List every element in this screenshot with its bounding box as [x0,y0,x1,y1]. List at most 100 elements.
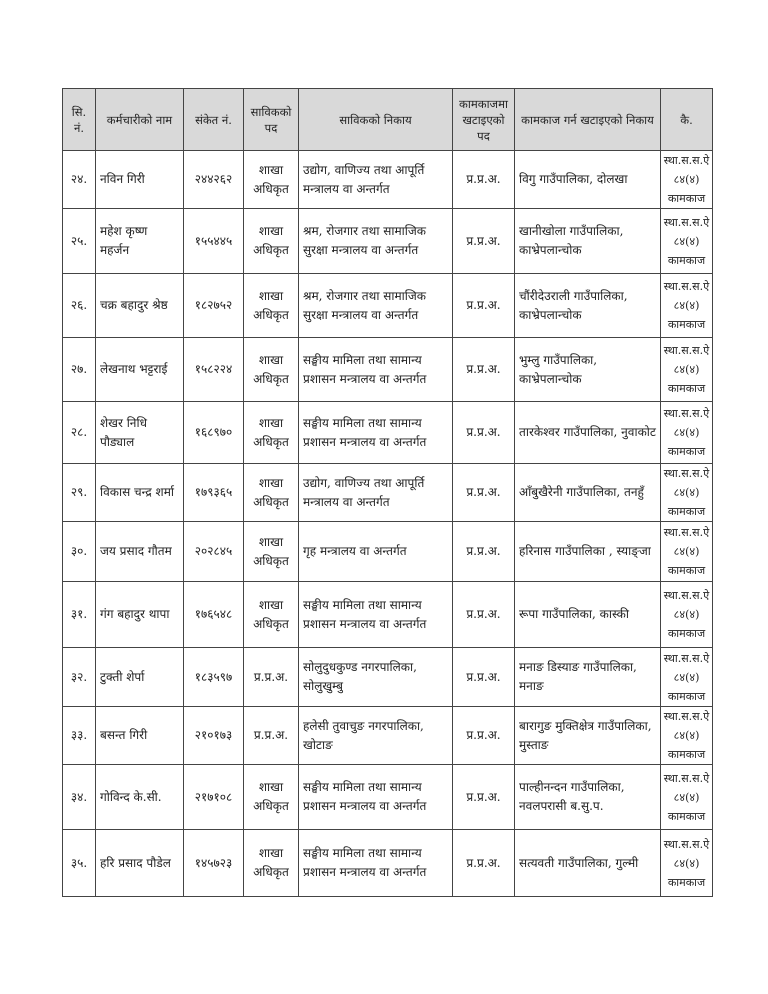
table-row: २८. शेखर निधि पौड्याल १६८९७० शाखा अधिकृत सङ्… [62,401,713,464]
code-cell: २१७१०८ [183,764,244,830]
staff-assignment-table: सि. नं. कर्मचारीको नाम संकेत नं. साविकको… [62,88,713,897]
serial-cell: २६. [62,273,96,338]
serial-cell: २५. [62,208,96,274]
remarks-cell: स्था.स.स.ऐ ८४(४) कामकाज [660,150,713,209]
table-row: ३१. गंग बहादुर थापा १७६५४८ शाखा अधिकृत सङ्घी… [62,581,713,648]
previous-office-cell: उद्योग, वाणिज्य तथा आपूर्ति मन्त्रालय वा… [298,150,453,209]
header-code: संकेत नं. [183,88,244,151]
previous-office-cell: सङ्घीय मामिला तथा सामान्य प्रशासन मन्त्र… [298,337,453,402]
serial-cell: २७. [62,337,96,402]
header-remarks: कै. [660,88,713,151]
table-row: २९. विकास चन्द्र शर्मा १७९३६५ शाखा अधिकृत उद… [62,463,713,522]
previous-office-cell: सङ्घीय मामिला तथा सामान्य प्रशासन मन्त्र… [298,829,453,897]
assigned-office-cell: विगु गाउँपालिका, दोलखा [514,150,661,209]
assigned-post-cell: प्र.प्र.अ. [452,273,515,338]
table-row: २७. लेखनाथ भट्टराई १५८२२४ शाखा अधिकृत सङ्घीय… [62,337,713,402]
serial-cell: २८. [62,401,96,464]
code-cell: १७६५४८ [183,581,244,648]
table-row: ३२. टुक्ती शेर्पा १८३५९७ प्र.प्र.अ. सोलुदुधक… [62,647,713,707]
previous-post-cell: प्र.प्र.अ. [243,647,299,707]
name-cell: लेखनाथ भट्टराई [95,337,184,402]
header-previous-office: साविकको निकाय [298,88,453,151]
assigned-post-cell: प्र.प्र.अ. [452,706,515,765]
assigned-office-cell: बारागुङ मुक्तिक्षेत्र गाउँपालिका, मुस्ता… [514,706,661,765]
previous-office-cell: हलेसी तुवाचुङ नगरपालिका, खोटाङ [298,706,453,765]
serial-cell: ३१. [62,581,96,648]
header-assigned-office: कामकाज गर्न खटाइएको निकाय [514,88,661,151]
header-serial: सि. नं. [62,88,96,151]
assigned-office-cell: चौंरीदेउराली गाउँपालिका, काभ्रेपलान्चोक [514,273,661,338]
previous-post-cell: शाखा अधिकृत [243,581,299,648]
remarks-cell: स्था.स.स.ऐ ८४(४) कामकाज [660,208,713,274]
remarks-cell: स्था.स.स.ऐ ८४(४) कामकाज [660,581,713,648]
previous-post-cell: शाखा अधिकृत [243,150,299,209]
code-cell: १५५४४५ [183,208,244,274]
previous-office-cell: सङ्घीय मामिला तथा सामान्य प्रशासन मन्त्र… [298,581,453,648]
table-row: ३३. बसन्त गिरी २१०१७३ प्र.प्र.अ. हलेसी तुवाच… [62,706,713,765]
serial-cell: ३३. [62,706,96,765]
assigned-post-cell: प्र.प्र.अ. [452,647,515,707]
assigned-office-cell: सत्यवती गाउँपालिका, गुल्मी [514,829,661,897]
table-row: २५. महेश कृष्ण महर्जन १५५४४५ शाखा अधिकृत श्र… [62,208,713,274]
assigned-post-cell: प्र.प्र.अ. [452,521,515,582]
name-cell: हरि प्रसाद पौडेल [95,829,184,897]
remarks-cell: स्था.स.स.ऐ ८४(४) कामकाज [660,463,713,522]
code-cell: १५८२२४ [183,337,244,402]
assigned-office-cell: तारकेश्वर गाउँपालिका, नुवाकोट [514,401,661,464]
previous-office-cell: सङ्घीय मामिला तथा सामान्य प्रशासन मन्त्र… [298,764,453,830]
name-cell: विकास चन्द्र शर्मा [95,463,184,522]
assigned-office-cell: पाल्हीनन्दन गाउँपालिका, नवलपरासी ब.सु.प. [514,764,661,830]
assigned-post-cell: प्र.प्र.अ. [452,463,515,522]
assigned-post-cell: प्र.प्र.अ. [452,581,515,648]
previous-post-cell: शाखा अधिकृत [243,829,299,897]
serial-cell: ३२. [62,647,96,707]
previous-office-cell: श्रम, रोजगार तथा सामाजिक सुरक्षा मन्त्रा… [298,273,453,338]
header-assigned-post: कामकाजमा खटाइएको पद [452,88,515,151]
name-cell: गोविन्द के.सी. [95,764,184,830]
remarks-cell: स्था.स.स.ऐ ८४(४) कामकाज [660,521,713,582]
code-cell: १६८९७० [183,401,244,464]
table-row: ३०. जय प्रसाद गौतम २०२८४५ शाखा अधिकृत गृह मन… [62,521,713,582]
name-cell: महेश कृष्ण महर्जन [95,208,184,274]
table-row: २६. चक्र बहादुर श्रेष्ठ १८२७५२ शाखा अधिकृत श… [62,273,713,338]
assigned-office-cell: मनाङ डिस्याङ गाउँपालिका, मनाङ [514,647,661,707]
previous-post-cell: शाखा अधिकृत [243,764,299,830]
serial-cell: २९. [62,463,96,522]
previous-post-cell: शाखा अधिकृत [243,463,299,522]
assigned-post-cell: प्र.प्र.अ. [452,150,515,209]
remarks-cell: स्था.स.स.ऐ ८४(४) कामकाज [660,764,713,830]
serial-cell: ३४. [62,764,96,830]
assigned-post-cell: प्र.प्र.अ. [452,208,515,274]
code-cell: २०२८४५ [183,521,244,582]
header-previous-post: साविकको पद [243,88,299,151]
previous-post-cell: शाखा अधिकृत [243,337,299,402]
previous-post-cell: शाखा अधिकृत [243,273,299,338]
remarks-cell: स्था.स.स.ऐ ८४(४) कामकाज [660,647,713,707]
assigned-post-cell: प्र.प्र.अ. [452,829,515,897]
code-cell: २४४२६२ [183,150,244,209]
previous-office-cell: उद्योग, वाणिज्य तथा आपूर्ति मन्त्रालय वा… [298,463,453,522]
table-header-row: सि. नं. कर्मचारीको नाम संकेत नं. साविकको… [62,88,713,151]
assigned-office-cell: भुम्लु गाउँपालिका, काभ्रेपलान्चोक [514,337,661,402]
code-cell: १८२७५२ [183,273,244,338]
name-cell: शेखर निधि पौड्याल [95,401,184,464]
code-cell: १८३५९७ [183,647,244,707]
assigned-post-cell: प्र.प्र.अ. [452,401,515,464]
serial-cell: ३०. [62,521,96,582]
name-cell: गंग बहादुर थापा [95,581,184,648]
previous-office-cell: गृह मन्त्रालय वा अन्तर्गत [298,521,453,582]
table-row: ३४. गोविन्द के.सी. २१७१०८ शाखा अधिकृत सङ्घीय… [62,764,713,830]
name-cell: बसन्त गिरी [95,706,184,765]
header-name: कर्मचारीको नाम [95,88,184,151]
table-row: ३५. हरि प्रसाद पौडेल १४५७२३ शाखा अधिकृत सङ्घ… [62,829,713,897]
assigned-office-cell: आँबुखैरेनी गाउँपालिका, तनहुँ [514,463,661,522]
previous-office-cell: सोलुदुधकुण्ड नगरपालिका, सोलुखुम्बु [298,647,453,707]
assigned-office-cell: खानीखोला गाउँपालिका, काभ्रेपलान्चोक [514,208,661,274]
previous-post-cell: प्र.प्र.अ. [243,706,299,765]
assigned-office-cell: रूपा गाउँपालिका, कास्की [514,581,661,648]
assigned-office-cell: हरिनास गाउँपालिका , स्याङ्जा [514,521,661,582]
remarks-cell: स्था.स.स.ऐ ८४(४) कामकाज [660,401,713,464]
code-cell: १७९३६५ [183,463,244,522]
previous-post-cell: शाखा अधिकृत [243,521,299,582]
previous-post-cell: शाखा अधिकृत [243,208,299,274]
